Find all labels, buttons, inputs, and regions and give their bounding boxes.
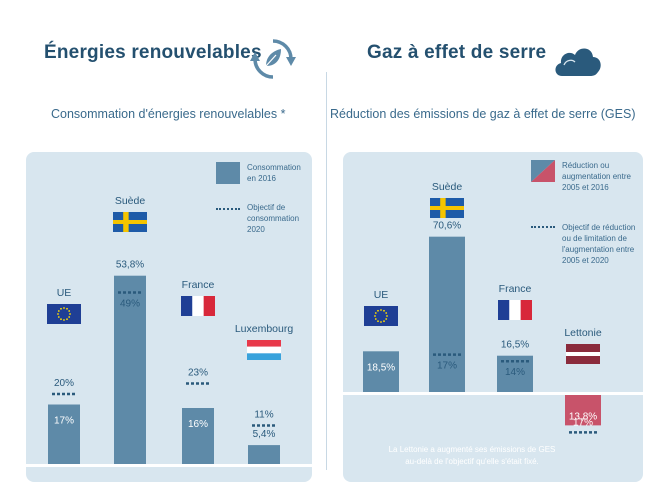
category-label-ue: UE: [374, 289, 389, 301]
legend-bar-swatch-split: [531, 160, 555, 182]
flag-ue: [364, 306, 398, 326]
renewables-title: Énergies renouvelables: [44, 42, 262, 63]
legend-bar-text: Réduction ou augmentation entre 2005 et …: [562, 161, 631, 192]
value-label-lettonie: 13,8%: [569, 411, 597, 422]
latvia-note: La Lettonie a augmenté ses émissions de …: [357, 444, 587, 468]
flag-suède: [113, 212, 147, 232]
flag-france: [181, 296, 215, 316]
legend-bar-text: Consommation en 2016: [247, 163, 301, 183]
chart-baseline: [26, 464, 312, 467]
target-label-lettonie: 17%: [573, 417, 593, 428]
value-label-ue: 18,5%: [367, 362, 395, 373]
renewables-chart: 17% 20% UE 53,8% 49% Suède 16% 23% France 5,4% 11%…: [26, 195, 312, 467]
flag-lettonie: [566, 344, 600, 364]
target-label-ue: 20%: [54, 378, 74, 389]
value-label-luxembourg: 5,4%: [253, 429, 276, 440]
bar-ue: [363, 351, 399, 392]
target-label-luxembourg: 11%: [254, 410, 273, 421]
latvia-note-line1: La Lettonie a augmenté ses émissions de …: [388, 445, 556, 454]
bar-luxembourg: [248, 445, 280, 464]
value-label-ue: 17%: [54, 416, 74, 427]
bar-france: [182, 408, 214, 464]
recycle-leaf-icon: [250, 39, 296, 79]
category-label-luxembourg: Luxembourg: [235, 323, 294, 335]
flag-suède: [430, 198, 464, 218]
latvia-note-line2: au-delà de l'objectif qu'elle s'était fi…: [405, 457, 539, 466]
value-label-france: 16,5%: [501, 340, 529, 351]
target-label-france: 14%: [505, 367, 525, 378]
value-label-suède: 70,6%: [433, 221, 461, 232]
legend-bar-swatch: [216, 162, 240, 184]
section-divider: [326, 72, 327, 470]
ghg-panel: 18,5% UE 70,6% 17% Suède 16,5% 14% France 13,8% 1…: [343, 152, 643, 482]
legend-target-swatch: [216, 208, 240, 210]
bar-lettonie: [565, 395, 601, 426]
value-label-france: 16%: [188, 419, 208, 430]
ghg-title: Gaz à effet de serre: [367, 42, 547, 63]
category-label-suède: Suède: [432, 181, 463, 193]
category-label-suède: Suède: [115, 195, 146, 207]
renewables-subtitle: Consommation d'énergies renouvelables *: [51, 107, 286, 121]
target-label-suède: 49%: [120, 299, 140, 310]
legend-target-swatch: [531, 226, 555, 228]
ghg-subtitle: Réduction des émissions de gaz à effet d…: [330, 107, 636, 121]
category-label-france: France: [499, 283, 532, 295]
renewables-panel: 17% 20% UE 53,8% 49% Suède 16% 23% France 5,4% 11%…: [26, 152, 312, 482]
cloud-icon: [555, 48, 601, 76]
bar-ue: [48, 404, 80, 464]
flag-france: [498, 300, 532, 320]
target-label-suède: 17%: [437, 361, 457, 372]
value-label-suède: 53,8%: [116, 260, 144, 271]
flag-ue: [47, 304, 81, 324]
target-label-france: 23%: [188, 368, 208, 379]
chart-baseline: [343, 392, 643, 395]
legend-target-text: Objectif de réduction ou de limitation d…: [562, 223, 636, 265]
category-label-lettonie: Lettonie: [564, 327, 602, 339]
category-label-ue: UE: [57, 287, 72, 299]
ghg-chart: 18,5%UE70,6%17%Suède16,5%14%France13,8%1…: [343, 181, 643, 434]
bar-suède: [114, 275, 146, 464]
category-label-france: France: [182, 279, 215, 291]
legend-target-text: Objectif de consommation 2020: [247, 203, 300, 234]
flag-luxembourg: [247, 340, 281, 360]
bar-suède: [429, 236, 465, 392]
